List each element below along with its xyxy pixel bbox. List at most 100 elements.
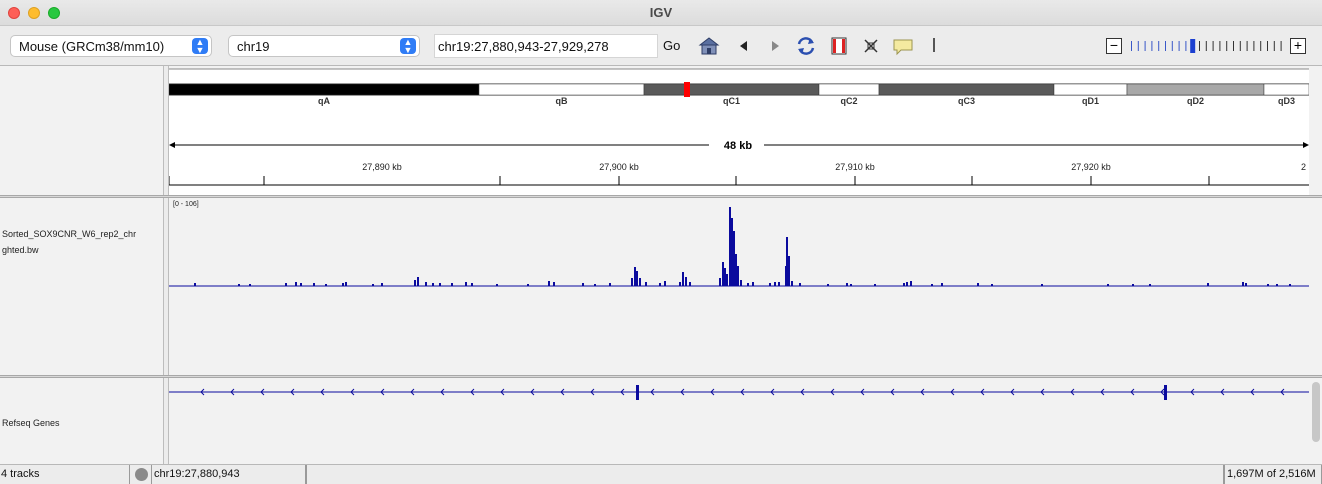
zoom-out-button[interactable]: − <box>1106 38 1122 54</box>
refseq-genes-track[interactable] <box>169 378 1309 464</box>
popup-info-icon[interactable] <box>892 35 914 57</box>
zoom-window-button[interactable] <box>48 7 60 19</box>
signal-bar <box>846 283 848 286</box>
zoom-tick <box>1137 41 1139 51</box>
forward-icon[interactable] <box>764 35 786 57</box>
back-icon[interactable] <box>733 35 755 57</box>
signal-bar <box>295 282 297 286</box>
zoom-tick <box>1131 41 1132 51</box>
span-arrow-left <box>169 142 175 148</box>
genes-track-name[interactable]: Refseq Genes <box>2 418 60 428</box>
zoom-in-button[interactable]: + <box>1290 38 1306 54</box>
refresh-icon[interactable] <box>795 35 817 57</box>
span-label: 48 kb <box>724 140 752 152</box>
main-panel: qA qB qC1 qC2 qC3 qD1 qD2 qD3 48 kb 27,890 kb 27,9… <box>0 66 1322 464</box>
signal-track[interactable] <box>169 198 1309 375</box>
zoom-tick <box>1212 41 1214 51</box>
feature-divider[interactable] <box>163 378 169 464</box>
header-divider[interactable] <box>163 66 169 195</box>
header-name-panel <box>0 66 163 195</box>
ideogram-band <box>643 83 820 96</box>
strand-arrow <box>620 388 625 396</box>
zoom-tick <box>1171 41 1173 51</box>
signal-bar <box>735 254 737 286</box>
signal-bar <box>634 267 636 286</box>
ideogram-band <box>1126 83 1265 96</box>
signal-bar <box>1041 284 1043 286</box>
signal-bar <box>1242 282 1244 286</box>
title-bar: IGV <box>0 0 1322 26</box>
span-arrow-right <box>1303 142 1309 148</box>
strand-arrow <box>380 388 385 396</box>
chromosome-select[interactable]: chr19 ▲ ▼ <box>228 35 420 57</box>
strand-arrow <box>500 388 505 396</box>
signal-bar <box>439 283 441 286</box>
signal-bar <box>731 218 733 286</box>
ideogram-band <box>169 83 480 96</box>
ideogram-band-label: qD1 <box>1082 96 1099 106</box>
genome-select-value: Mouse (GRCm38/mm10) <box>19 39 165 54</box>
genome-select[interactable]: Mouse (GRCm38/mm10) ▲ ▼ <box>10 35 212 57</box>
region-of-interest-icon[interactable] <box>828 35 850 57</box>
data-divider[interactable] <box>163 198 169 375</box>
signal-bar <box>737 266 739 286</box>
signal-bar <box>582 283 584 286</box>
status-bar: 4 tracks chr19:27,880,943 1,697M of 2,51… <box>0 464 1322 484</box>
home-icon[interactable] <box>698 35 720 57</box>
select-arrows-icon: ▲ ▼ <box>192 38 208 55</box>
strand-arrow <box>1040 388 1045 396</box>
zoom-thumb <box>1190 39 1196 53</box>
go-button[interactable]: Go <box>663 38 681 53</box>
select-arrows-icon: ▲ ▼ <box>400 38 416 55</box>
track-count-status: 4 tracks <box>0 465 130 484</box>
signal-bar <box>1107 284 1109 286</box>
signal-track-name[interactable]: Sorted_SOX9CNR_W6_rep2_chr ghted.bw <box>2 226 136 258</box>
zoom-tick <box>1226 41 1228 51</box>
ideogram-band-label: qA <box>318 96 330 106</box>
minimize-window-button[interactable] <box>28 7 40 19</box>
signal-bar <box>238 284 240 286</box>
ideogram-current-region-marker <box>684 82 690 97</box>
resize-to-window-icon[interactable] <box>860 35 882 57</box>
signal-bar <box>679 282 681 286</box>
signal-bar <box>342 283 344 286</box>
signal-bar <box>1289 284 1291 286</box>
strand-arrow <box>1250 388 1255 396</box>
window-title: IGV <box>649 5 673 20</box>
locus-search-input[interactable]: chr19:27,880,943-27,929,278 <box>434 34 658 58</box>
zoom-tick <box>1158 41 1160 51</box>
message-status <box>306 465 1224 484</box>
signal-bar <box>769 283 771 286</box>
ideogram-band-label: qB <box>556 96 568 106</box>
signal-bar <box>903 283 905 286</box>
signal-bar <box>682 272 684 286</box>
strand-arrow <box>440 388 445 396</box>
zoom-tick <box>1185 41 1187 51</box>
strand-arrow <box>1190 388 1195 396</box>
ideogram-band <box>478 83 645 96</box>
ideogram-band-label: qC2 <box>840 96 857 106</box>
zoom-tick <box>1219 41 1221 51</box>
strand-arrow <box>770 388 775 396</box>
close-window-button[interactable] <box>8 7 20 19</box>
ideogram-band <box>878 83 1055 96</box>
strand-arrow <box>410 388 415 396</box>
signal-bar <box>719 278 721 286</box>
signal-bar <box>977 283 979 286</box>
signal-bar <box>325 284 327 286</box>
signal-bar <box>941 283 943 286</box>
zoom-tick <box>1273 41 1275 51</box>
zoom-slider[interactable] <box>1128 38 1288 54</box>
strand-arrow <box>470 388 475 396</box>
signal-bar <box>740 280 742 286</box>
signal-range-label: [0 - 106] <box>173 201 199 208</box>
signal-bar <box>726 274 728 286</box>
zoom-tick <box>1205 41 1207 51</box>
zoom-tick <box>1199 41 1200 51</box>
signal-bar <box>991 284 993 286</box>
feature-scrollbar[interactable] <box>1312 382 1320 442</box>
panel-separator[interactable] <box>0 375 1322 378</box>
strand-arrow <box>1100 388 1105 396</box>
panel-separator[interactable] <box>0 195 1322 198</box>
header-panel[interactable]: qA qB qC1 qC2 qC3 qD1 qD2 qD3 48 kb 27,890 kb 27,9… <box>169 66 1309 195</box>
